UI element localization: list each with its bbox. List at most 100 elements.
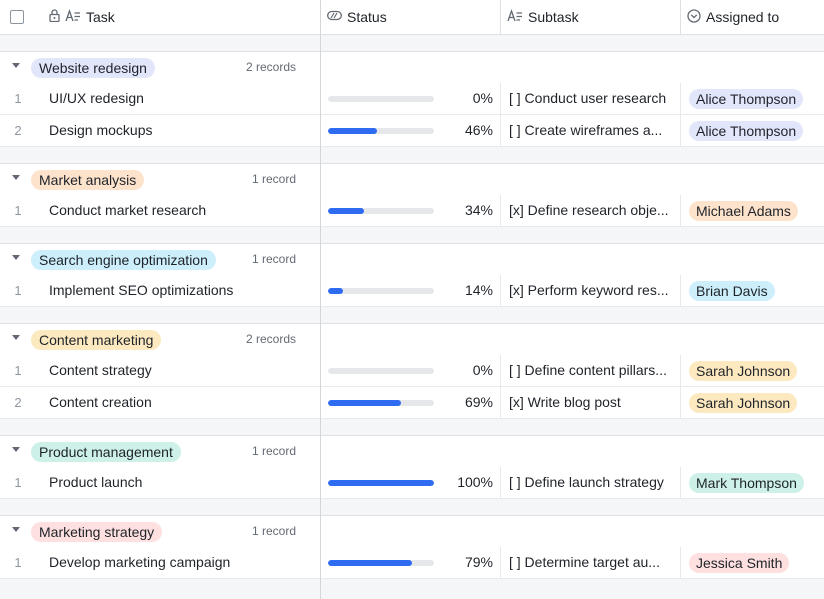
assignee-tag[interactable]: Sarah Johnson	[689, 393, 798, 413]
single-select-icon	[687, 8, 701, 26]
lock-icon	[49, 9, 60, 25]
table-row[interactable]: 2 Design mockups 46% [ ] Create wireframes …	[0, 115, 824, 147]
progress-bar-fill	[328, 288, 343, 294]
subtask-cell[interactable]: [ ] Create wireframes a...	[509, 122, 663, 138]
group-record-count: 2 records	[245, 332, 296, 346]
task-cell[interactable]: Design mockups	[49, 122, 153, 138]
frozen-column-divider[interactable]	[320, 0, 321, 599]
group-header[interactable]: Content marketing 2 records	[0, 323, 824, 356]
progress-percent: 46%	[464, 122, 493, 138]
subtask-cell[interactable]: [x] Define research obje...	[509, 202, 669, 218]
group-header[interactable]: Market analysis 1 record	[0, 163, 824, 196]
progress-percent: 0%	[472, 362, 493, 378]
task-cell[interactable]: Conduct market research	[49, 202, 207, 218]
task-cell[interactable]: Content strategy	[49, 362, 152, 378]
subtask-cell[interactable]: [ ] Conduct user research	[509, 90, 667, 106]
column-header-assigned[interactable]: Assigned to	[687, 0, 779, 34]
progress-bar-fill	[328, 128, 377, 134]
chevron-down-icon[interactable]	[12, 335, 20, 340]
progress-percent: 69%	[464, 394, 493, 410]
column-header-subtask[interactable]: Subtask	[507, 0, 579, 34]
group-tag: Market analysis	[31, 170, 145, 190]
group-record-count: 1 record	[251, 252, 296, 266]
progress-field-icon	[327, 10, 342, 24]
assignee-tag[interactable]: Michael Adams	[689, 201, 798, 221]
column-header-status[interactable]: Status	[327, 0, 387, 34]
progress-bar-fill	[328, 400, 402, 406]
column-header-subtask-label: Subtask	[528, 9, 579, 25]
assignee-tag[interactable]: Sarah Johnson	[689, 361, 798, 381]
cell-divider	[680, 195, 681, 226]
group-tag: Website redesign	[31, 58, 155, 78]
select-all-checkbox[interactable]	[10, 10, 24, 24]
table-row[interactable]: 1 UI/UX redesign 0% [ ] Conduct user resear…	[0, 83, 824, 115]
group-record-count: 1 record	[251, 524, 296, 538]
subtask-cell[interactable]: [ ] Define content pillars...	[509, 362, 667, 378]
progress-bar-fill	[328, 208, 365, 214]
cell-divider	[680, 83, 681, 114]
progress-bar-fill	[328, 560, 412, 566]
subtask-cell[interactable]: [x] Perform keyword res...	[509, 282, 669, 298]
progress-bar	[328, 368, 434, 374]
progress-percent: 79%	[464, 554, 493, 570]
column-divider[interactable]	[680, 0, 681, 34]
table-row[interactable]: 1 Product launch 100% [ ] Define launch str…	[0, 467, 824, 499]
progress-percent: 14%	[464, 282, 493, 298]
cell-divider	[500, 195, 501, 226]
chevron-down-icon[interactable]	[12, 175, 20, 180]
group-tag: Content marketing	[31, 330, 162, 350]
table-row[interactable]: 2 Content creation 69% [x] Write blog post S…	[0, 387, 824, 419]
group-header[interactable]: Website redesign 2 records	[0, 51, 824, 84]
row-index: 2	[14, 395, 22, 410]
progress-bar	[328, 288, 434, 294]
group-record-count: 1 record	[251, 444, 296, 458]
table-row[interactable]: 1 Content strategy 0% [ ] Define content pi…	[0, 355, 824, 387]
task-cell[interactable]: Develop marketing campaign	[49, 554, 231, 570]
group-spacer	[0, 35, 824, 51]
assignee-tag[interactable]: Brian Davis	[689, 281, 775, 301]
table-row[interactable]: 1 Develop marketing campaign 79% [ ] Determ…	[0, 547, 824, 579]
subtask-cell[interactable]: [ ] Define launch strategy	[509, 474, 664, 490]
group-record-count: 2 records	[245, 60, 296, 74]
assignee-tag[interactable]: Mark Thompson	[689, 473, 804, 493]
assignee-tag[interactable]: Jessica Smith	[689, 553, 790, 573]
group-tag: Product management	[31, 442, 181, 462]
progress-percent: 0%	[472, 90, 493, 106]
column-header-assigned-label: Assigned to	[706, 9, 780, 25]
assignee-tag[interactable]: Alice Thompson	[689, 121, 804, 141]
cell-divider	[500, 115, 501, 146]
assignee-tag[interactable]: Alice Thompson	[689, 89, 804, 109]
chevron-down-icon[interactable]	[12, 63, 20, 68]
cell-divider	[500, 275, 501, 306]
progress-bar	[328, 560, 434, 566]
row-index: 2	[14, 123, 22, 138]
group-spacer	[0, 307, 824, 323]
progress-bar	[328, 208, 434, 214]
table-row[interactable]: 1 Implement SEO optimizations 14% [x] Perfo…	[0, 275, 824, 307]
chevron-down-icon[interactable]	[12, 527, 20, 532]
subtask-cell[interactable]: [ ] Determine target au...	[509, 554, 660, 570]
task-cell[interactable]: Product launch	[49, 474, 143, 490]
cell-divider	[680, 275, 681, 306]
task-cell[interactable]: Implement SEO optimizations	[49, 282, 234, 298]
chevron-down-icon[interactable]	[12, 447, 20, 452]
column-header-task-label: Task	[86, 9, 115, 25]
cell-divider	[500, 467, 501, 498]
subtask-cell[interactable]: [x] Write blog post	[509, 394, 621, 410]
progress-percent: 100%	[457, 474, 493, 490]
progress-bar	[328, 128, 434, 134]
column-divider[interactable]	[500, 0, 501, 34]
group-header[interactable]: Marketing strategy 1 record	[0, 515, 824, 548]
column-header-status-label: Status	[347, 9, 387, 25]
chevron-down-icon[interactable]	[12, 255, 20, 260]
group-header[interactable]: Search engine optimization 1 record	[0, 243, 824, 276]
task-cell[interactable]: UI/UX redesign	[49, 90, 144, 106]
cell-divider	[680, 115, 681, 146]
column-header-task[interactable]: Task	[49, 0, 115, 34]
task-cell[interactable]: Content creation	[49, 394, 152, 410]
table-row[interactable]: 1 Conduct market research 34% [x] Define re…	[0, 195, 824, 227]
row-index: 1	[14, 363, 22, 378]
cell-divider	[500, 547, 501, 578]
group-header[interactable]: Product management 1 record	[0, 435, 824, 468]
group-tag: Search engine optimization	[31, 250, 216, 270]
